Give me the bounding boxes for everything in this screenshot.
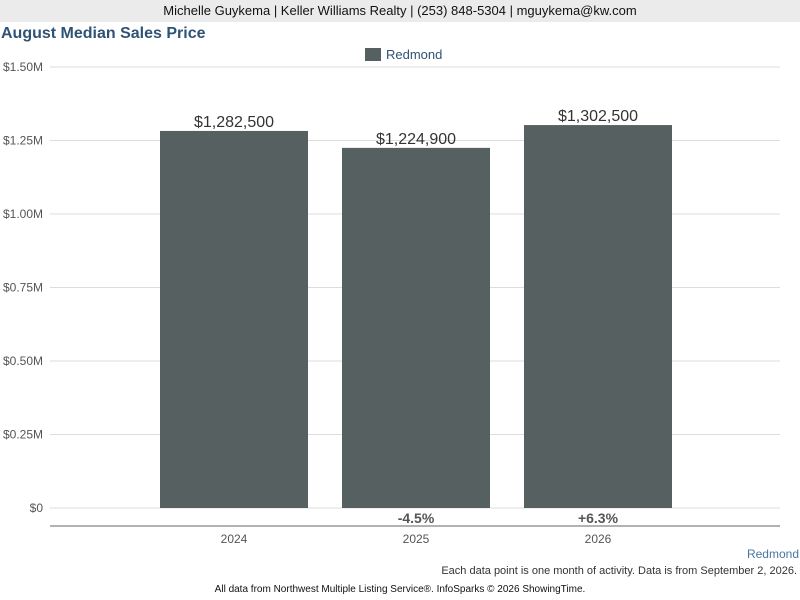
legend-label: Redmond [386,46,443,62]
y-tick-label: $1.50M [3,60,43,74]
bar-2026[interactable] [524,125,672,508]
agent-contact-bar: Michelle Guykema | Keller Williams Realt… [0,0,800,22]
data-label: $1,282,500 [194,114,274,131]
data-label: $1,302,500 [558,108,638,125]
y-tick-label: $1.25M [3,134,43,148]
x-tick-label: 2025 [403,532,430,546]
y-tick-label: $0.50M [3,354,43,368]
bar-2025[interactable] [342,147,490,508]
data-source-footer: All data from Northwest Multiple Listing… [214,584,586,595]
y-tick-label: $1.00M [3,207,43,221]
y-tick-label: $0.25M [3,428,43,442]
change-label: -4.5% [398,510,435,526]
change-label: +6.3% [578,510,619,526]
chart-legend[interactable]: Redmond [365,46,442,62]
x-tick-label: 2024 [221,532,248,546]
bar-2024[interactable] [160,130,308,508]
x-tick-label: 2026 [585,532,612,546]
data-footnote: Each data point is one month of activity… [441,565,797,577]
data-label: $1,224,900 [376,131,456,148]
legend-swatch [365,47,381,61]
region-label[interactable]: Redmond [746,547,799,561]
chart-title: August Median Sales Price [1,25,206,42]
y-tick-label: $0 [30,501,44,515]
y-tick-label: $0.75M [3,281,43,295]
